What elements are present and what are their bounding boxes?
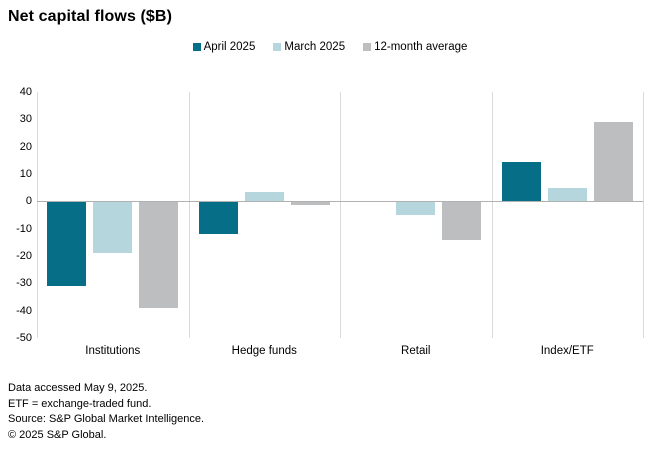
legend-label: March 2025 <box>284 41 346 53</box>
footnote-copyright: © 2025 S&P Global. <box>8 428 107 441</box>
zero-baseline <box>37 201 643 203</box>
x-category-label-retail: Retail <box>401 345 431 357</box>
x-category-label-institutions: Institutions <box>85 345 141 357</box>
y-tick-label: 0 <box>25 195 32 208</box>
bar-12-month-average-hedge-funds <box>290 201 330 206</box>
bar-12-month-average-retail <box>442 201 482 240</box>
y-tick-label: -30 <box>16 277 32 290</box>
chart-legend: April 2025 March 2025 12-month average <box>0 41 660 53</box>
legend-swatch-12-month-average <box>363 43 372 51</box>
bar-12-month-average-institutions <box>139 201 179 308</box>
legend-swatch-march-2025 <box>273 43 282 51</box>
bar-april-2025-hedge-funds <box>198 201 238 235</box>
legend-label: 12-month average <box>374 41 468 53</box>
group-separator-line <box>643 92 644 338</box>
y-tick-label: 40 <box>19 86 32 98</box>
footnote-data-accessed: Data accessed May 9, 2025. <box>8 382 148 394</box>
y-tick-label: -10 <box>16 222 32 235</box>
y-tick-label: -50 <box>16 332 32 344</box>
bar-april-2025-index-etf <box>501 161 541 202</box>
group-separator-line <box>340 92 341 338</box>
bar-march-2025-hedge-funds <box>244 191 284 202</box>
bar-march-2025-index-etf <box>547 187 587 202</box>
bar-march-2025-institutions <box>93 201 133 254</box>
y-tick-label: 20 <box>19 140 32 153</box>
footnote-etf-definition: ETF = exchange-traded fund. <box>8 397 152 410</box>
chart-footnotes: Data accessed May 9, 2025. ETF = exchang… <box>8 381 204 443</box>
bar-april-2025-institutions <box>47 201 87 287</box>
legend-item-12-month-average: 12-month average <box>363 41 467 53</box>
bar-march-2025-retail <box>396 201 436 215</box>
y-axis-line <box>37 92 38 338</box>
group-separator-line <box>188 92 190 338</box>
legend-swatch-april-2025 <box>192 43 201 51</box>
legend-label: April 2025 <box>203 41 256 53</box>
y-tick-label: -40 <box>16 304 32 317</box>
group-separator-line <box>491 92 493 338</box>
y-tick-label: 10 <box>19 168 32 180</box>
x-category-label-index-etf: Index/ETF <box>540 345 594 357</box>
legend-item-april-2025: April 2025 <box>192 41 256 53</box>
legend-item-march-2025: March 2025 <box>273 41 345 53</box>
footnote-source: Source: S&P Global Market Intelligence. <box>8 413 205 425</box>
chart-title: Net capital flows ($B) <box>8 8 173 25</box>
bar-12-month-average-index-etf <box>593 122 633 202</box>
y-tick-label: -20 <box>16 250 32 262</box>
x-category-label-hedge-funds: Hedge funds <box>231 345 297 357</box>
y-tick-label: 30 <box>19 113 32 126</box>
